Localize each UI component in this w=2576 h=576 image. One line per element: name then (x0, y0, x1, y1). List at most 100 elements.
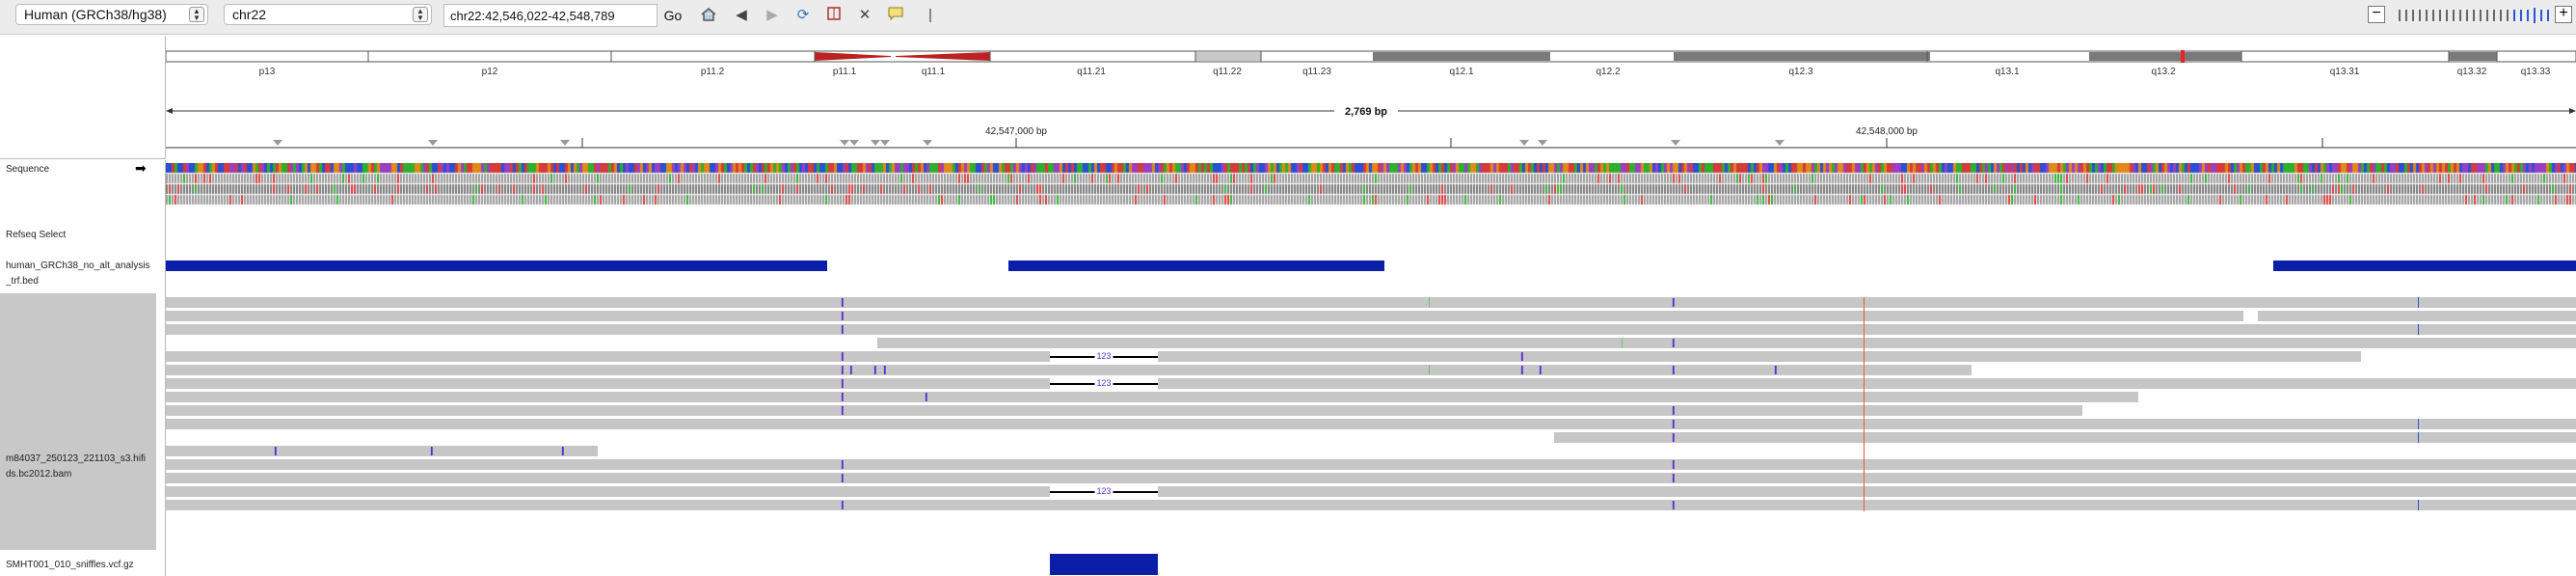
read[interactable] (166, 419, 2576, 429)
insertion-marker[interactable]: I (1672, 417, 1676, 431)
track-label-trf-line2[interactable]: _trf.bed (6, 276, 39, 287)
insertion-marker[interactable]: I (1520, 349, 1524, 364)
insertion-marker[interactable]: I (841, 457, 845, 472)
zoom-tick (2459, 10, 2461, 21)
read[interactable] (1158, 378, 2576, 389)
insertion-marker[interactable]: I (925, 390, 928, 404)
ideogram-and-ruler[interactable]: p13 p12 p11.2 p11.1 q11.1 q11.21 q11.22 q11.23 q… (165, 36, 2576, 159)
mismatch-column (1864, 297, 1865, 511)
resize-icon[interactable]: ✕ (858, 7, 872, 23)
vcf-variant[interactable] (1050, 554, 1158, 575)
insertion-marker[interactable]: I (841, 498, 845, 512)
refresh-icon[interactable]: ⟳ (796, 7, 810, 23)
marker-triangle (1671, 140, 1680, 146)
chromosome-dropdown[interactable]: chr22 ▲ ▼ (224, 4, 432, 25)
insertion-marker[interactable]: I (841, 349, 845, 364)
read[interactable] (166, 459, 2576, 470)
read[interactable] (166, 446, 598, 456)
read[interactable] (166, 351, 1050, 362)
sequence-track[interactable] (166, 163, 2576, 219)
home-icon[interactable] (698, 6, 719, 25)
read[interactable] (166, 297, 2576, 308)
zoom-in-icon[interactable]: + (2555, 6, 2572, 23)
zoom-out-icon[interactable]: − (2368, 6, 2385, 23)
insertion-marker[interactable]: I (841, 390, 845, 404)
region-icon[interactable] (823, 6, 845, 25)
insertion-marker[interactable]: I (1539, 363, 1543, 377)
track-label-refseq[interactable]: Refseq Select (6, 230, 67, 240)
read[interactable] (1158, 351, 2361, 362)
band-label: p11.2 (701, 67, 725, 77)
track-label-bam-line2[interactable]: ds.bc2012.bam (6, 469, 72, 480)
insertion-marker[interactable]: I (1672, 336, 1676, 350)
genome-label: Human (GRCh38/hg38) (24, 7, 167, 22)
insertion-marker[interactable]: I (841, 309, 845, 323)
bam-label-area[interactable] (0, 293, 156, 550)
track-label-trf-line1[interactable]: human_GRCh38_no_alt_analysis (6, 261, 150, 271)
zoom-tick (2439, 10, 2441, 21)
insertion-marker[interactable]: I (1672, 363, 1676, 377)
zoom-slider[interactable] (2395, 8, 2551, 23)
insertion-marker[interactable]: I (883, 363, 887, 377)
read[interactable] (2258, 311, 2576, 321)
insertion-marker[interactable]: I (1672, 295, 1676, 310)
insertion-marker[interactable]: I (849, 363, 853, 377)
insertion-marker[interactable]: I (841, 471, 845, 485)
marker-triangle (273, 140, 282, 146)
alignment-track[interactable]: 123 123 123 I I I I I I I I I I I I I I I I I I I I I I I I I I I I I I I (166, 295, 2576, 553)
insertion-marker[interactable]: I (1672, 457, 1676, 472)
read[interactable] (166, 486, 1050, 497)
chromosome-label: chr22 (232, 7, 267, 22)
track-label-sequence[interactable]: Sequence (6, 164, 50, 175)
read[interactable] (166, 405, 2082, 416)
read[interactable] (1554, 432, 2576, 443)
insertion-marker[interactable]: I (1672, 430, 1676, 445)
insertion-marker[interactable]: I (841, 295, 845, 310)
read[interactable] (166, 324, 2576, 335)
insertion-marker[interactable]: I (1672, 403, 1676, 418)
ruler-toggle-icon[interactable]: | (928, 7, 932, 23)
read[interactable] (166, 311, 2243, 321)
insertion-marker[interactable]: I (841, 322, 845, 337)
deletion[interactable]: 123 (1050, 486, 1158, 497)
strand-arrow-icon[interactable]: ➡ (135, 160, 147, 176)
track-label-bam-line1[interactable]: m84037_250123_221103_s3.hifi (6, 453, 146, 464)
genome-dropdown[interactable]: Human (GRCh38/hg38) ▲ ▼ (15, 4, 208, 25)
trf-feature[interactable] (1008, 261, 1384, 271)
read[interactable] (1158, 486, 2576, 497)
insertion-marker[interactable]: I (274, 444, 278, 458)
marker-triangle (923, 140, 932, 146)
read[interactable] (166, 392, 2138, 402)
insertion-marker[interactable]: I (841, 376, 845, 391)
insertion-marker[interactable]: I (1672, 498, 1676, 512)
insertion-marker[interactable]: I (1774, 363, 1778, 377)
insertion-marker[interactable]: I (841, 403, 845, 418)
read[interactable] (877, 338, 2576, 348)
forward-arrow-icon[interactable]: ▶ (766, 7, 778, 23)
mismatch-base (1622, 338, 1623, 348)
read[interactable] (166, 500, 2576, 510)
back-arrow-icon[interactable]: ◀ (736, 7, 747, 23)
go-button[interactable]: Go (663, 8, 683, 23)
insertion-marker[interactable]: I (430, 444, 434, 458)
popup-info-icon[interactable] (885, 6, 906, 25)
band-label: q13.2 (2151, 67, 2175, 77)
track-label-vcf[interactable]: SMHT001_010_sniffles.vcf.gz (6, 560, 134, 570)
deletion[interactable]: 123 (1050, 351, 1158, 362)
read[interactable] (166, 378, 1050, 389)
insertion-marker[interactable]: I (841, 363, 845, 377)
read[interactable] (166, 365, 1972, 375)
trf-feature[interactable] (2273, 261, 2576, 271)
insertion-marker[interactable]: I (1672, 471, 1676, 485)
deletion[interactable]: 123 (1050, 378, 1158, 389)
read[interactable] (166, 473, 2576, 483)
trf-feature[interactable] (166, 261, 827, 271)
insertion-marker[interactable]: I (561, 444, 565, 458)
track-data-panel[interactable]: 123 123 123 I I I I I I I I I I I I I I I I I I I I I I I I I I I I I I I (166, 160, 2576, 576)
insertion-marker[interactable]: I (873, 363, 877, 377)
mismatch-base (1429, 297, 1430, 308)
insertion-marker[interactable]: I (1520, 363, 1524, 377)
zoom-control[interactable]: − + (2364, 4, 2576, 27)
locus-input[interactable]: chr22:42,546,022-42,548,789 (443, 4, 657, 27)
